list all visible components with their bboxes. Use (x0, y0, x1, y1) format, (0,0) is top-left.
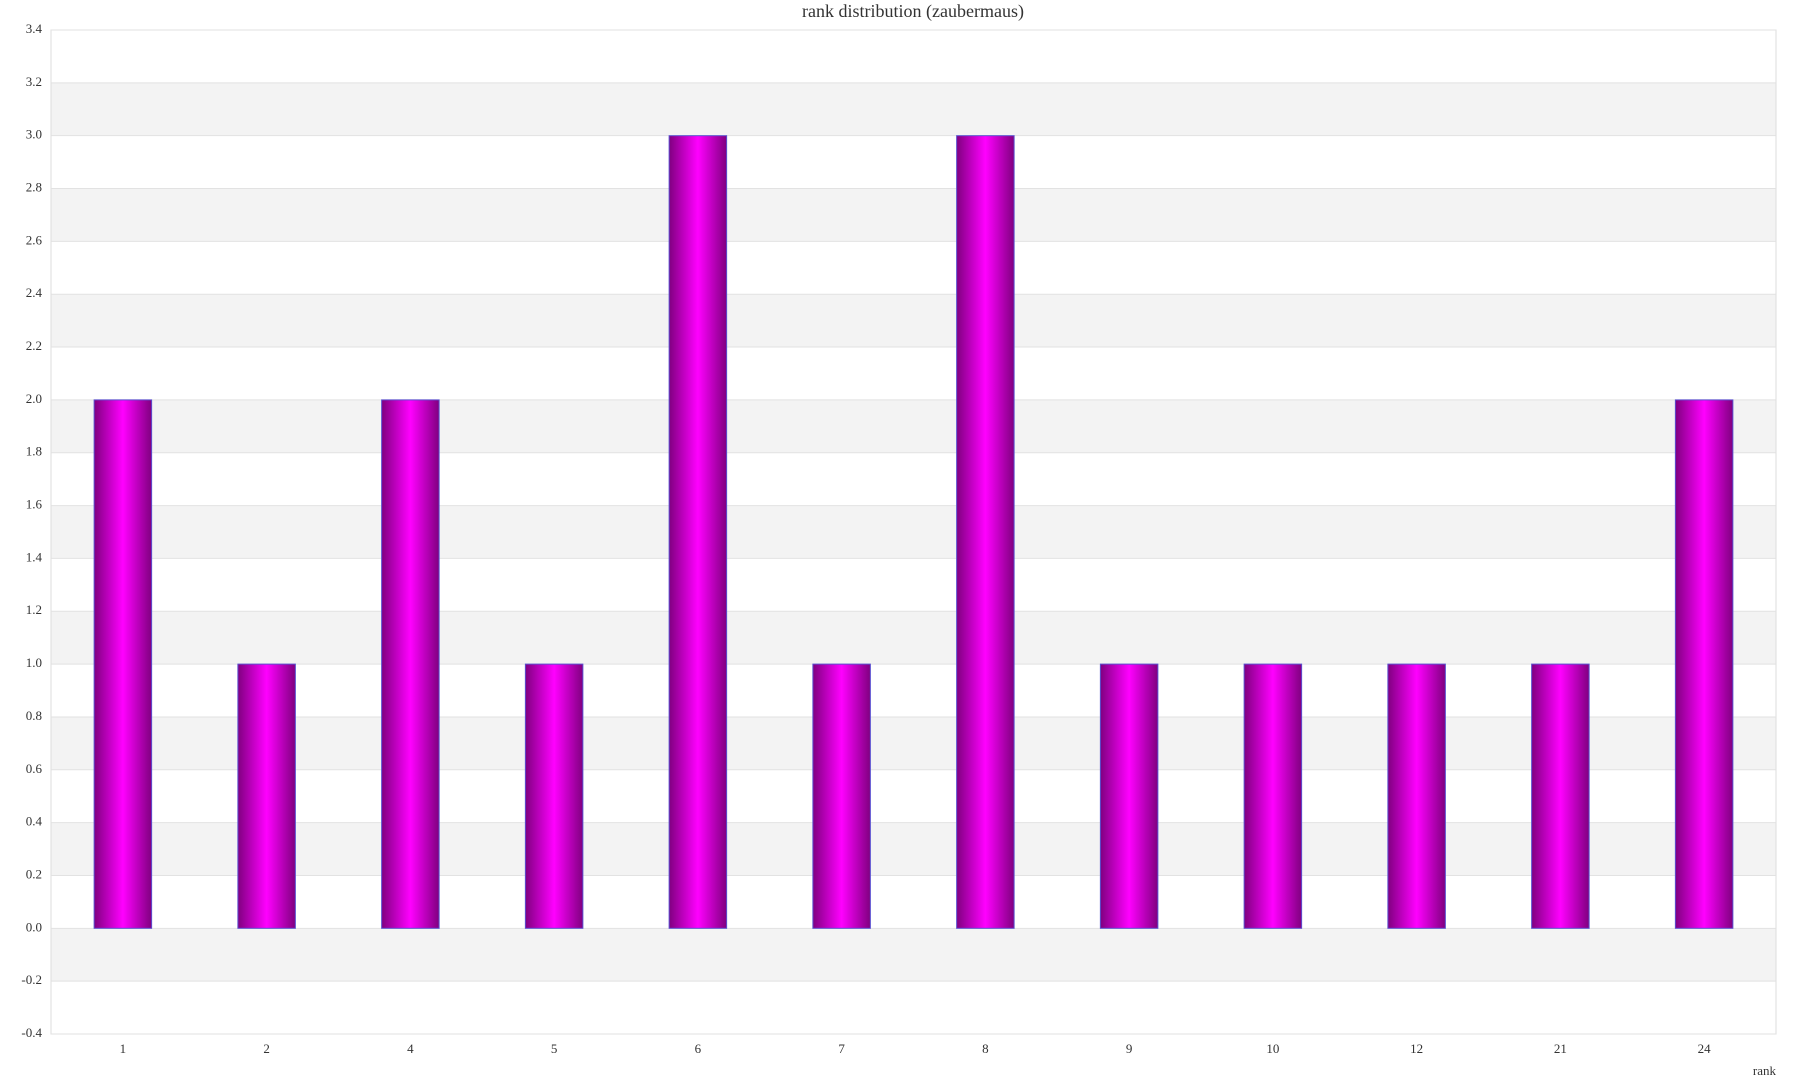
y-tick-label: 2.4 (26, 285, 43, 300)
y-tick-label: 1.8 (26, 444, 42, 459)
y-tick-label: 1.2 (26, 602, 42, 617)
plot-stripe (51, 981, 1776, 1034)
plot-stripe (51, 135, 1776, 189)
plot-stripe (51, 716, 1776, 770)
bar (956, 135, 1015, 929)
x-axis-label: rank (1753, 1063, 1777, 1078)
y-tick-label: -0.2 (21, 972, 42, 987)
x-tick-label: 21 (1554, 1041, 1567, 1056)
x-tick-label: 24 (1698, 1041, 1712, 1056)
y-tick-label: 2.0 (26, 391, 42, 406)
plot-stripe (51, 611, 1776, 665)
bar (1243, 663, 1303, 929)
bar (1387, 663, 1446, 929)
plot-stripe (51, 769, 1776, 823)
plot-stripe (51, 399, 1776, 453)
y-tick-label: 1.0 (26, 655, 42, 670)
y-tick-label: 0.2 (26, 866, 42, 881)
plot-stripe (51, 558, 1776, 612)
bar (93, 399, 153, 929)
y-tick-label: 3.0 (26, 127, 42, 142)
x-tick-label: 9 (1126, 1041, 1133, 1056)
plot-stripe (51, 188, 1776, 242)
y-tick-label: 2.6 (26, 232, 43, 247)
x-tick-label: 7 (838, 1041, 845, 1056)
bar (668, 135, 728, 929)
x-tick-label: 10 (1266, 1041, 1279, 1056)
bar (812, 663, 871, 929)
y-tick-label: 0.0 (26, 919, 42, 934)
plot-stripe (51, 928, 1776, 982)
plot-stripe (51, 664, 1776, 717)
bar (1674, 399, 1734, 929)
plot-bands (50, 29, 1777, 1035)
y-tick-label: 1.4 (26, 549, 43, 564)
plot-stripe (51, 875, 1776, 929)
x-tick-label: 8 (982, 1041, 989, 1056)
x-tick-label: 1 (120, 1041, 127, 1056)
x-tick-label: 4 (407, 1041, 414, 1056)
bar (237, 663, 296, 929)
plot-stripe (51, 505, 1776, 559)
x-tick-label: 2 (263, 1041, 270, 1056)
y-tick-label: 2.2 (26, 338, 42, 353)
y-tick-label: 0.4 (26, 814, 43, 829)
x-tick-label: 5 (551, 1041, 558, 1056)
bar (1531, 663, 1590, 929)
y-tick-label: -0.4 (21, 1025, 42, 1040)
plot-stripe (51, 82, 1776, 136)
y-tick-label: 2.8 (26, 180, 42, 195)
x-tick-label: 12 (1410, 1041, 1423, 1056)
y-tick-label: 3.4 (26, 21, 43, 36)
plot-stripe (51, 241, 1776, 295)
y-tick-label: 0.8 (26, 708, 42, 723)
bar (381, 399, 440, 929)
plot-stripe (51, 822, 1776, 876)
x-tick-label: 6 (695, 1041, 702, 1056)
chart-title: rank distribution (zaubermaus) (802, 1, 1024, 22)
plot-stripe (51, 30, 1776, 83)
y-tick-label: 0.6 (26, 761, 43, 776)
plot-stripe (51, 294, 1776, 348)
y-tick-label: 3.2 (26, 74, 42, 89)
plot-stripe (51, 347, 1776, 400)
plot-stripe (51, 452, 1776, 506)
bar (1099, 663, 1159, 929)
y-tick-label: 1.6 (26, 497, 43, 512)
bar (524, 663, 584, 929)
